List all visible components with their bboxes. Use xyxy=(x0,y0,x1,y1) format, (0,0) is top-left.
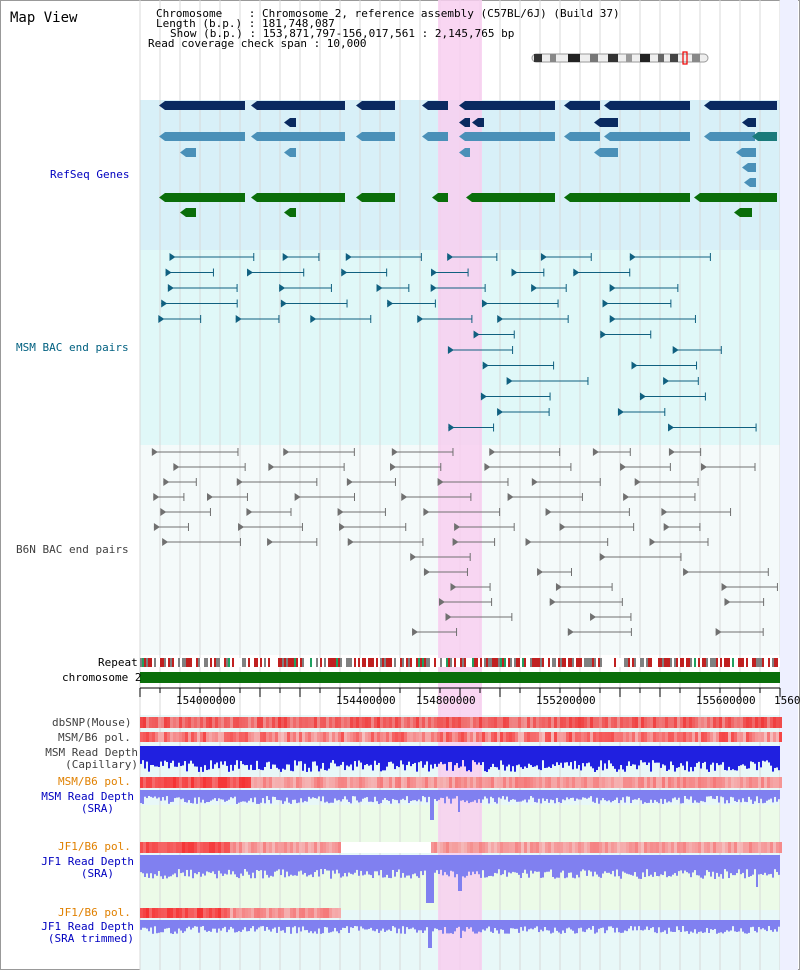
chromosome-line: Chromosome : Chromosome 2, reference ass… xyxy=(156,7,620,20)
axis-tick-label: 154000000 xyxy=(176,694,236,707)
msm-depth-cap-sub: (Capillary) xyxy=(65,758,138,771)
gene-feature xyxy=(742,148,756,157)
axis-tick-label: 155600000 xyxy=(696,694,756,707)
gene-feature xyxy=(748,163,756,172)
msm-depth-sra-sub: (SRA) xyxy=(80,802,114,815)
track-label-msm-bac[interactable]: MSM BAC end pairs xyxy=(16,341,129,354)
gene-feature xyxy=(740,208,752,217)
track-label-jf1-read-depth-sra[interactable]: JF1 Read Depth (SRA) xyxy=(30,856,134,880)
track-label-refseq[interactable]: RefSeq Genes xyxy=(50,168,130,181)
gene-feature xyxy=(465,132,555,141)
gene-feature xyxy=(257,132,345,141)
gene-feature xyxy=(257,101,345,110)
msm-depth-sra-title: MSM Read Depth xyxy=(41,790,134,803)
coverage-line: Read coverage check span : 10,000 xyxy=(148,37,367,50)
track-label-jf1-b6-pol-1[interactable]: JF1/B6 pol. xyxy=(58,840,131,853)
track-label-msm-b6-pol-1[interactable]: MSM/B6 pol. xyxy=(58,731,131,744)
gene-feature xyxy=(600,148,618,157)
gene-feature xyxy=(710,101,777,110)
gene-feature xyxy=(472,193,555,202)
track-label-msm-b6-pol-2[interactable]: MSM/B6 pol. xyxy=(58,775,131,788)
gene-feature xyxy=(186,148,196,157)
gene-feature xyxy=(438,193,448,202)
axis-tick-label: 1560 xyxy=(774,694,800,707)
gene-feature xyxy=(428,101,448,110)
track-label-msm-read-depth-cap[interactable]: MSM Read Depth (Capillary) xyxy=(30,747,138,771)
gene-feature xyxy=(290,148,296,157)
gene-feature xyxy=(610,132,690,141)
gene-feature xyxy=(186,208,196,217)
track-label-repeat: Repeat xyxy=(98,656,138,669)
gene-feature xyxy=(570,132,600,141)
chromosome-ideogram[interactable] xyxy=(530,51,715,65)
axis-tick-label: 154400000 xyxy=(336,694,396,707)
gene-feature xyxy=(428,132,448,141)
gene-feature xyxy=(362,193,395,202)
jf1-depth-sra-title: JF1 Read Depth xyxy=(41,855,134,868)
gene-feature xyxy=(290,118,296,127)
track-label-b6n-bac[interactable]: B6N BAC end pairs xyxy=(16,543,129,556)
gene-feature xyxy=(758,132,777,141)
jf1-depth-sra-sub: (SRA) xyxy=(80,867,114,880)
gene-feature xyxy=(478,118,484,127)
region-info: Chromosome : Chromosome 2, reference ass… xyxy=(148,7,620,50)
axis-tick-label: 155200000 xyxy=(536,694,596,707)
page-title: Map View xyxy=(10,10,78,26)
track-label-dbsnp[interactable]: dbSNP(Mouse) xyxy=(52,716,132,729)
track-label-jf1-b6-pol-2[interactable]: JF1/B6 pol. xyxy=(58,906,131,919)
gene-feature xyxy=(290,208,296,217)
jf1-depth-trim-title: JF1 Read Depth xyxy=(41,920,134,933)
gene-feature xyxy=(257,193,345,202)
gene-feature xyxy=(710,132,755,141)
msm-depth-cap-title: MSM Read Depth xyxy=(45,746,138,759)
track-label-chromosome: chromosome 2 xyxy=(62,671,142,684)
gene-feature xyxy=(165,193,245,202)
gene-feature xyxy=(600,118,618,127)
gene-feature xyxy=(465,148,470,157)
axis-tick-label: 154800000 xyxy=(416,694,476,707)
chromosome-bar xyxy=(140,672,780,683)
gene-feature xyxy=(748,118,756,127)
track-label-jf1-read-depth-trim[interactable]: JF1 Read Depth (SRA trimmed) xyxy=(30,921,134,945)
length-line: Length (b.p.) : 181,748,087 xyxy=(156,17,335,30)
gene-feature xyxy=(362,101,395,110)
show-line: Show (b.p.) : 153,871,797-156,017,561 : … xyxy=(170,27,515,40)
gene-feature xyxy=(165,132,245,141)
gene-feature xyxy=(465,101,555,110)
jf1-depth-trim-sub: (SRA trimmed) xyxy=(47,932,134,945)
gene-feature xyxy=(570,101,600,110)
gene-feature xyxy=(570,193,690,202)
track-label-msm-read-depth-sra[interactable]: MSM Read Depth (SRA) xyxy=(30,791,134,815)
gene-feature xyxy=(750,178,756,187)
gene-feature xyxy=(610,101,690,110)
gene-feature xyxy=(165,101,245,110)
gene-feature xyxy=(362,132,395,141)
selected-region-highlight xyxy=(438,0,482,970)
gene-feature xyxy=(465,118,470,127)
gene-feature xyxy=(700,193,777,202)
